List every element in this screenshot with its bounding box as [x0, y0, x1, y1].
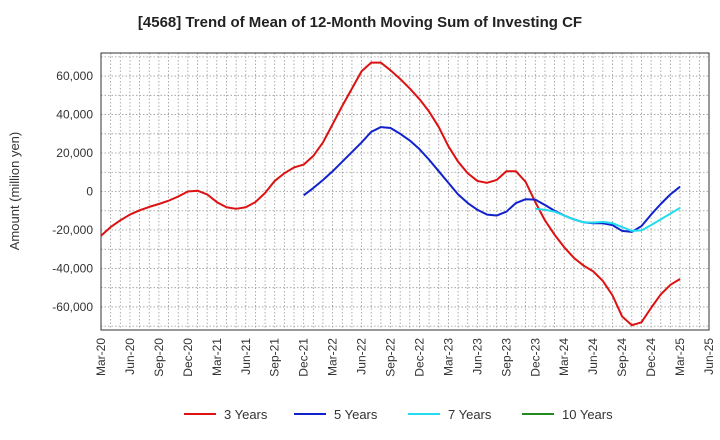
x-tick-label: Mar-20	[94, 338, 108, 376]
y-tick-label: 60,000	[56, 69, 93, 83]
plot-frame	[100, 52, 710, 331]
x-tick-label: Sep-23	[499, 338, 513, 377]
x-tick-label: Mar-25	[673, 338, 687, 376]
x-tick-label: Mar-23	[441, 338, 455, 376]
legend-label-5-years: 5 Years	[334, 407, 378, 422]
y-axis-label: Amount (million yen)	[7, 132, 22, 251]
x-tick-label: Mar-21	[210, 338, 224, 376]
y-tick-label: -40,000	[52, 261, 93, 275]
y-tick-label: 0	[86, 185, 93, 199]
y-tick-label: -60,000	[52, 300, 93, 314]
x-tick-label: Jun-20	[123, 338, 137, 375]
x-tick-label: Dec-22	[412, 338, 426, 377]
x-tick-label: Dec-21	[297, 338, 311, 377]
chart-title: [4568] Trend of Mean of 12-Month Moving …	[137, 14, 583, 31]
x-tick-label: Mar-24	[557, 338, 571, 376]
legend-label-10-years: 10 Years	[562, 407, 613, 422]
series-line-3-years	[100, 61, 681, 327]
x-tick-label: Jun-22	[355, 338, 369, 375]
x-tick-labels: Mar-20 Jun-20 Sep-20 Dec-20 Mar-21 Jun-21 Sep-…	[94, 338, 716, 377]
x-tick-label: Sep-20	[152, 338, 166, 377]
plot-border-layer	[100, 52, 710, 331]
y-tick-label: 20,000	[56, 146, 93, 160]
series-layer	[100, 61, 681, 327]
series-line-7-years	[535, 206, 681, 232]
x-tick-label: Sep-21	[268, 338, 282, 377]
y-tick-label: 40,000	[56, 108, 93, 122]
x-tick-label: Jun-23	[470, 338, 484, 375]
x-tick-label: Sep-22	[384, 338, 398, 377]
x-tick-label: Dec-23	[528, 338, 542, 377]
series-line-5-years	[303, 126, 681, 233]
x-tick-label: Jun-25	[702, 338, 716, 375]
x-tick-label: Dec-20	[181, 338, 195, 377]
legend: 3 Years 5 Years 7 Years 10 Years	[184, 407, 613, 422]
legend-label-7-years: 7 Years	[448, 407, 492, 422]
x-tick-label: Sep-24	[615, 338, 629, 377]
x-tick-label: Dec-24	[644, 338, 658, 377]
x-tick-label: Mar-22	[326, 338, 340, 376]
x-tick-label: Jun-21	[239, 338, 253, 375]
legend-label-3-years: 3 Years	[224, 407, 268, 422]
y-tick-labels: 60,000 40,000 20,000 0 -20,000 -40,000 -60,000	[52, 69, 93, 314]
y-tick-label: -20,000	[52, 223, 93, 237]
x-tick-label: Jun-24	[586, 338, 600, 375]
